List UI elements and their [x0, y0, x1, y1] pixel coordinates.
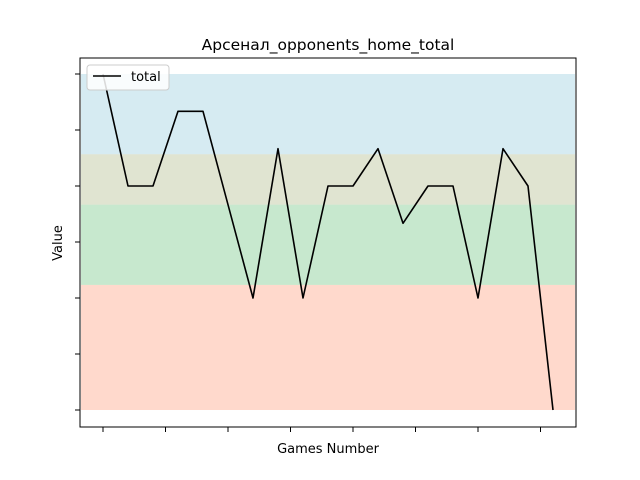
x-axis-label: Games Number: [277, 442, 379, 457]
legend-box: [86, 64, 170, 91]
legend-label-total: total: [131, 70, 161, 85]
x-ticks: [102, 427, 541, 432]
band-3: [81, 284, 575, 410]
chart-title: Арсенал_opponents_home_total: [202, 36, 455, 55]
band-2: [81, 204, 575, 285]
y-axis-label: Value: [51, 225, 66, 261]
background-bands: [81, 74, 575, 410]
band-1: [81, 154, 575, 205]
y-ticks: [75, 73, 80, 411]
legend: total: [86, 64, 170, 91]
series-line-total: [102, 73, 554, 411]
